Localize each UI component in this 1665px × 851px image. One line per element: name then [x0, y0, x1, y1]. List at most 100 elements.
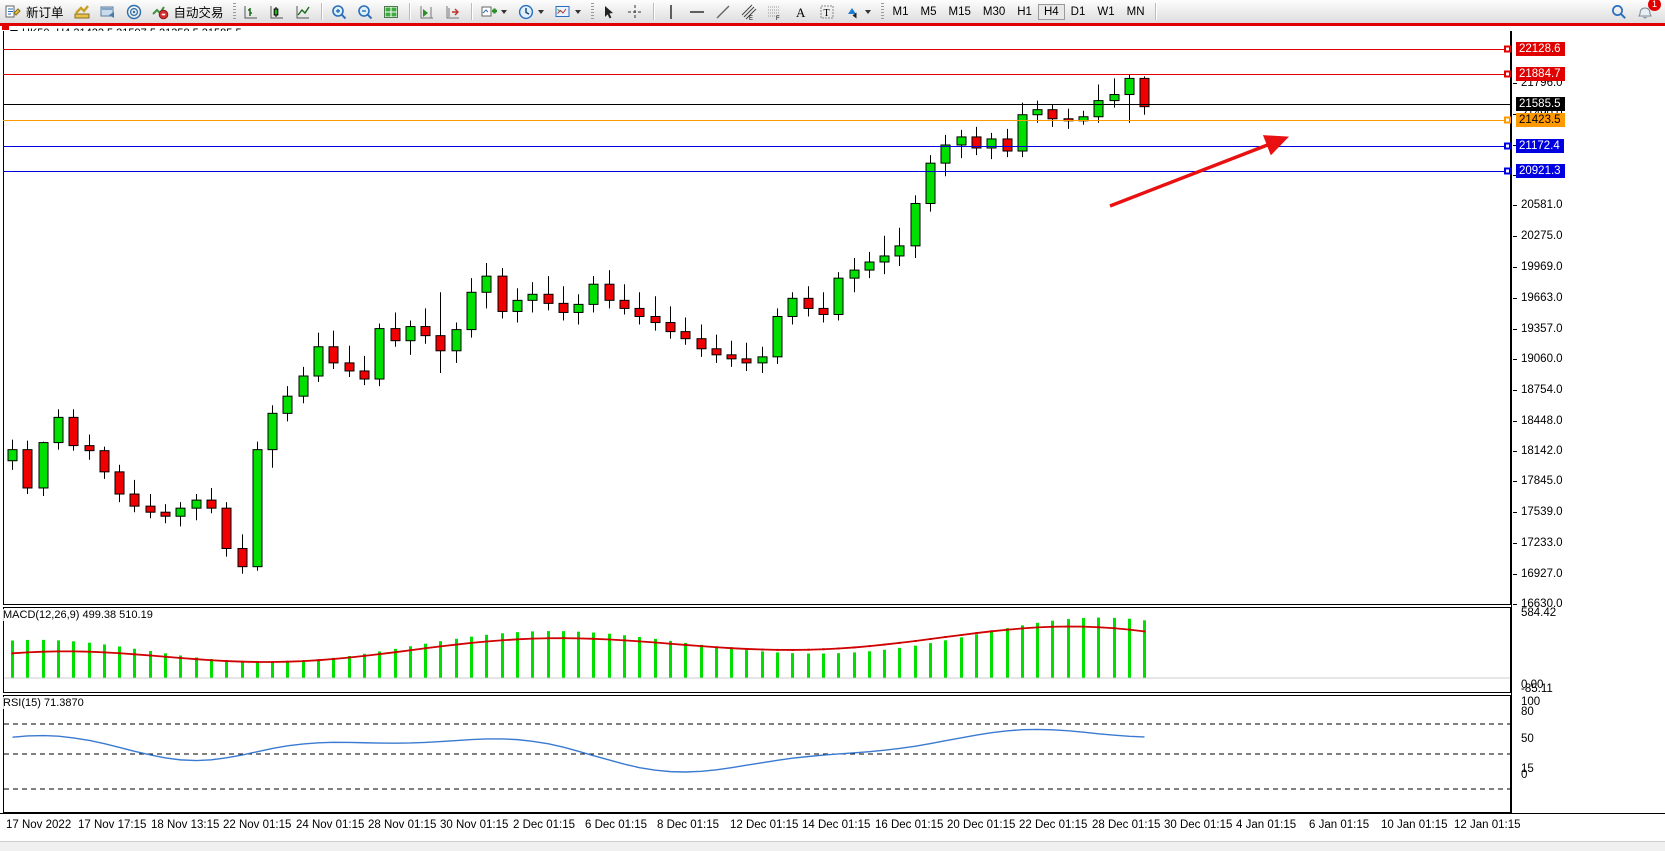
alerts-button[interactable]: 1: [1633, 0, 1661, 22]
chevron-down-icon[interactable]: [537, 9, 544, 14]
shapes-button[interactable]: [841, 1, 878, 22]
equidistant-channel-button[interactable]: E: [737, 1, 763, 22]
time-axis[interactable]: 17 Nov 2022 17 Nov 17:15 18 Nov 13:15 22 No…: [0, 813, 1665, 851]
search-button[interactable]: [1607, 1, 1633, 22]
trend-arrow-annotation[interactable]: [1100, 128, 1300, 218]
auto-scroll-button[interactable]: [441, 1, 467, 22]
navigator-icon: [99, 3, 119, 21]
text-label-button[interactable]: T: [815, 1, 841, 22]
timeframe-h1[interactable]: H1: [1017, 5, 1032, 18]
support-line-2[interactable]: [3, 171, 1511, 173]
price-tick-mark: [1513, 236, 1517, 238]
price-tick-mark: [1513, 604, 1517, 605]
resistance-line-1-handle[interactable]: [1504, 45, 1511, 53]
price-tick-mark: [1513, 389, 1517, 391]
add-indicator-icon: [480, 3, 500, 21]
time-tick: 28 Dec 01:15: [1092, 819, 1161, 831]
time-tick: 20 Dec 01:15: [947, 819, 1016, 831]
support-line-2-tag[interactable]: 20921.3: [1516, 164, 1565, 179]
candlestick-chart-button[interactable]: [265, 1, 291, 22]
support-line-1[interactable]: [3, 145, 1511, 147]
chevron-down-icon[interactable]: [574, 9, 581, 14]
svg-text:F: F: [776, 16, 780, 21]
navigator-button[interactable]: [96, 1, 122, 22]
toolbar-grip-2[interactable]: [590, 3, 594, 20]
crosshair-button[interactable]: [623, 1, 649, 22]
support-line-1-tag[interactable]: 21172.4: [1516, 138, 1564, 153]
tile-windows-button[interactable]: [379, 1, 405, 22]
alerts-icon: [1636, 3, 1656, 21]
data-window-button[interactable]: [70, 1, 96, 22]
toolbar-separator-5: [1154, 3, 1157, 20]
toolbar-grip-1[interactable]: [232, 3, 236, 20]
chart-area[interactable]: HK50-,H4 21422.5 21597.5 21358.5 21585.5…: [0, 23, 1665, 851]
selection-handle[interactable]: [2, 23, 9, 30]
price-tick-mark: [1513, 358, 1517, 360]
shift-end-icon: [418, 3, 438, 21]
toolbar-grip-3[interactable]: [880, 3, 884, 20]
macd-label: MACD(12,26,9) 499.38 510.19: [3, 609, 153, 621]
add-indicator-button[interactable]: [477, 1, 514, 22]
time-tick: 16 Dec 01:15: [875, 819, 944, 831]
zoom-in-button[interactable]: [327, 1, 353, 22]
timeframe-mn[interactable]: MN: [1126, 5, 1145, 18]
timeframe-d1[interactable]: D1: [1070, 5, 1086, 18]
time-tick: 30 Nov 01:15: [440, 819, 509, 831]
support-line-2-handle[interactable]: [1504, 167, 1511, 175]
resistance-line-2-tag[interactable]: 21884.7: [1516, 66, 1565, 81]
time-tick: 14 Dec 01:15: [802, 819, 871, 831]
templates-button[interactable]: [551, 1, 588, 22]
rsi-scale-0: 0: [1521, 769, 1528, 781]
bar-chart-button[interactable]: [239, 1, 265, 22]
resistance-line-1-tag[interactable]: 22128.6: [1516, 42, 1565, 57]
chevron-down-icon[interactable]: [500, 9, 507, 14]
time-tick: 12 Jan 01:15: [1454, 819, 1521, 831]
timeframe-h4[interactable]: H4: [1037, 3, 1065, 20]
new-order-button[interactable]: 新订单: [0, 1, 70, 22]
time-tick: 17 Nov 2022: [6, 819, 72, 831]
price-axis-line: [1511, 31, 1512, 813]
resistance-line-2-handle[interactable]: [1504, 70, 1511, 78]
timeframe-w1[interactable]: W1: [1097, 5, 1115, 18]
market-watch-button[interactable]: [122, 1, 148, 22]
time-tick: 6 Jan 01:15: [1309, 819, 1370, 831]
price-tick-mark: [1513, 420, 1517, 422]
crosshair-icon: [626, 3, 646, 21]
rsi-series: [4, 723, 1510, 790]
shift-end-button[interactable]: [415, 1, 441, 22]
text-button[interactable]: A: [789, 1, 815, 22]
cursor-button[interactable]: [597, 1, 623, 22]
entry-line[interactable]: [3, 120, 1511, 122]
period-button[interactable]: [514, 1, 551, 22]
price-tick-mark: [1513, 481, 1517, 483]
timeframe-m5[interactable]: M5: [920, 5, 937, 18]
svg-text:T: T: [823, 8, 829, 19]
line-chart-button[interactable]: [291, 1, 317, 22]
horizontal-line-button[interactable]: [685, 1, 711, 22]
resistance-line-1[interactable]: [3, 49, 1511, 51]
timeframe-m1[interactable]: M1: [892, 5, 909, 18]
timeframe-m30[interactable]: M30: [982, 5, 1006, 18]
zoom-out-button[interactable]: [353, 1, 379, 22]
entry-line-handle[interactable]: [1504, 116, 1511, 124]
horizontal-line-icon: [688, 3, 708, 21]
autotrading-button[interactable]: 自动交易: [148, 1, 230, 22]
price-tick: 19357.0: [1521, 322, 1563, 335]
fibonacci-button[interactable]: F: [763, 1, 789, 22]
price-tick-mark: [1513, 144, 1517, 146]
timeframe-m15[interactable]: M15: [948, 5, 971, 18]
chevron-down-icon[interactable]: [864, 9, 871, 14]
support-line-1-handle[interactable]: [1504, 142, 1511, 150]
last-price-line[interactable]: [3, 104, 1511, 106]
new-order-label: 新订单: [26, 6, 64, 20]
resistance-line-2[interactable]: [3, 73, 1511, 75]
trendline-button[interactable]: [711, 1, 737, 22]
time-tick: 6 Dec 01:15: [585, 819, 648, 831]
macd-scale-bottom: -85.11: [1521, 683, 1553, 695]
vertical-line-button[interactable]: [659, 1, 685, 22]
entry-line-tag[interactable]: 21423.5: [1516, 113, 1565, 128]
price-tick: 17845.0: [1521, 475, 1563, 488]
last-price-line-tag[interactable]: 21585.5: [1516, 97, 1565, 112]
time-tick: 4 Jan 01:15: [1236, 819, 1297, 831]
